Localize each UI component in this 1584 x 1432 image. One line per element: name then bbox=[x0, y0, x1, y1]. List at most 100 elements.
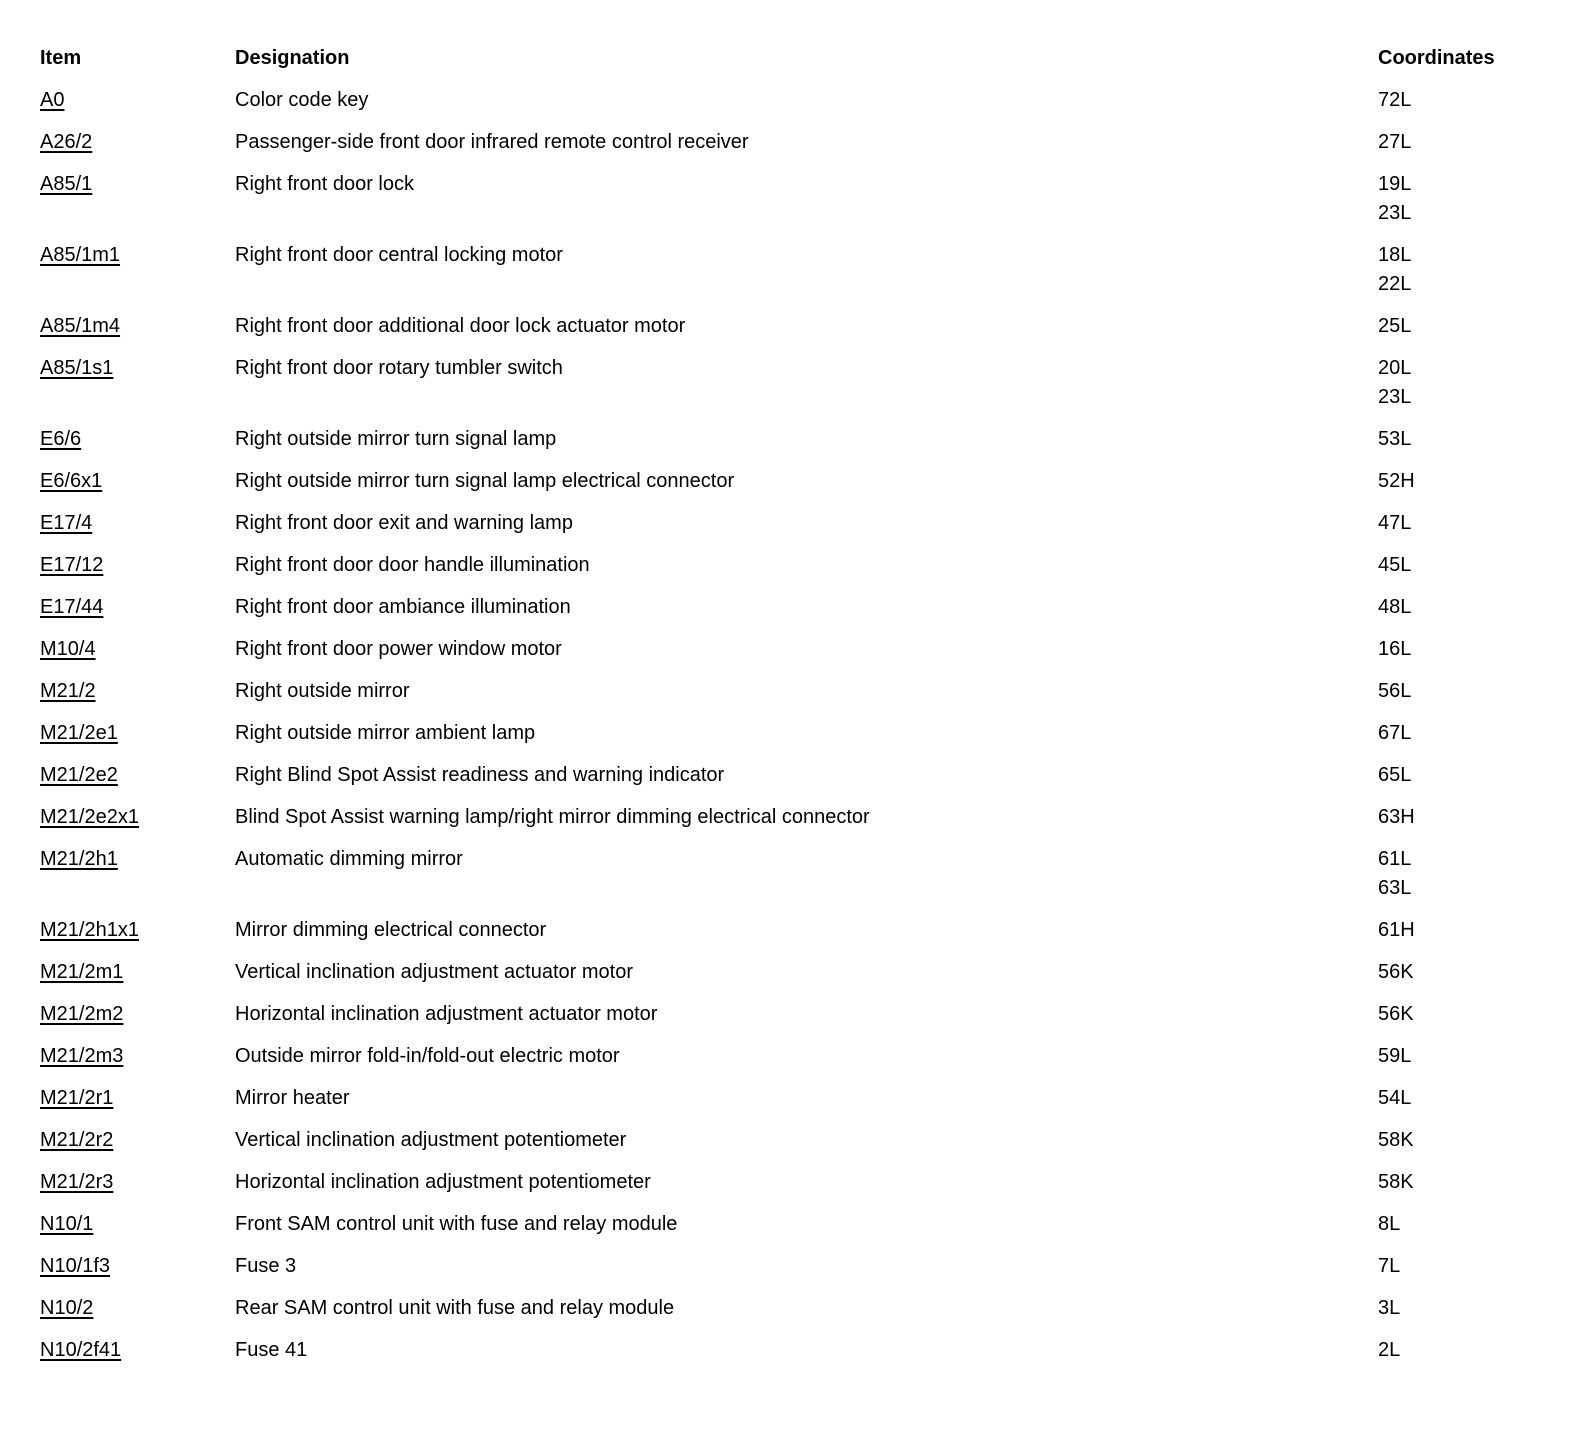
designation-text: Mirror heater bbox=[235, 1087, 350, 1109]
coordinate-value: 2L bbox=[1378, 1339, 1401, 1361]
item-code-link[interactable]: M21/2m1 bbox=[40, 961, 124, 983]
coordinates-text: 58K bbox=[1378, 1126, 1584, 1155]
item-code-link[interactable]: M21/2e2x1 bbox=[40, 806, 139, 828]
coordinates-text: 25L bbox=[1378, 312, 1584, 341]
item-code-link[interactable]: E6/6x1 bbox=[40, 470, 103, 492]
coordinate-value: 61H bbox=[1378, 919, 1415, 941]
designation-text: Vertical inclination adjustment actuator… bbox=[235, 961, 633, 983]
coordinates-text: 56K bbox=[1378, 1000, 1584, 1029]
coordinate-value: 58K bbox=[1378, 1171, 1414, 1193]
header-item: Item bbox=[40, 47, 82, 69]
item-code-link[interactable]: A26/2 bbox=[40, 131, 93, 153]
table-row: N10/2f41 Fuse 41 2L bbox=[40, 1336, 1584, 1365]
coordinates-text: 16L bbox=[1378, 635, 1584, 664]
item-code-link[interactable]: M21/2r3 bbox=[40, 1171, 114, 1193]
coordinates-text: 19L 23L bbox=[1378, 170, 1584, 228]
designation-text: Right front door rotary tumbler switch bbox=[235, 357, 563, 379]
item-code-link[interactable]: A85/1 bbox=[40, 173, 93, 195]
item-code-link[interactable]: N10/2 bbox=[40, 1297, 94, 1319]
designation-text: Right outside mirror turn signal lamp bbox=[235, 428, 557, 450]
item-code-link[interactable]: M21/2r1 bbox=[40, 1087, 114, 1109]
coordinate-value: 8L bbox=[1378, 1213, 1401, 1235]
item-code-link[interactable]: N10/2f41 bbox=[40, 1339, 122, 1361]
designation-text: Front SAM control unit with fuse and rel… bbox=[235, 1213, 678, 1235]
item-code-link[interactable]: M21/2h1x1 bbox=[40, 919, 139, 941]
designation-text: Horizontal inclination adjustment actuat… bbox=[235, 1003, 658, 1025]
item-code-link[interactable]: A85/1m4 bbox=[40, 315, 121, 337]
item-code-link[interactable]: E17/4 bbox=[40, 512, 93, 534]
table-row: M21/2m1 Vertical inclination adjustment … bbox=[40, 958, 1584, 987]
item-code-link[interactable]: M21/2h1 bbox=[40, 848, 118, 870]
coordinate-value: 23L bbox=[1378, 202, 1412, 224]
coordinate-value: 54L bbox=[1378, 1087, 1412, 1109]
item-code-link[interactable]: A0 bbox=[40, 89, 65, 111]
designation-text: Right front door lock bbox=[235, 173, 414, 195]
coordinates-text: 63H bbox=[1378, 803, 1584, 832]
coordinates-text: 53L bbox=[1378, 425, 1584, 454]
coordinates-text: 27L bbox=[1378, 128, 1584, 157]
table-row: M21/2e1 Right outside mirror ambient lam… bbox=[40, 719, 1584, 748]
coordinate-value: 48L bbox=[1378, 596, 1412, 618]
coordinate-value: 20L bbox=[1378, 357, 1412, 379]
table-row: A85/1 Right front door lock 19L 23L bbox=[40, 170, 1584, 228]
item-code-link[interactable]: N10/1 bbox=[40, 1213, 94, 1235]
coordinate-value: 56K bbox=[1378, 1003, 1414, 1025]
item-code-link[interactable]: M21/2m2 bbox=[40, 1003, 124, 1025]
designation-text: Horizontal inclination adjustment potent… bbox=[235, 1171, 651, 1193]
designation-text: Right front door central locking motor bbox=[235, 244, 563, 266]
coordinates-text: 58K bbox=[1378, 1168, 1584, 1197]
coordinates-text: 67L bbox=[1378, 719, 1584, 748]
coordinates-text: 65L bbox=[1378, 761, 1584, 790]
item-code-link[interactable]: A85/1s1 bbox=[40, 357, 114, 379]
item-code-link[interactable]: M10/4 bbox=[40, 638, 96, 660]
item-code-link[interactable]: N10/1f3 bbox=[40, 1255, 111, 1277]
table-row: N10/1 Front SAM control unit with fuse a… bbox=[40, 1210, 1584, 1239]
item-code-link[interactable]: M21/2e2 bbox=[40, 764, 118, 786]
coordinate-value: 45L bbox=[1378, 554, 1412, 576]
item-code-link[interactable]: M21/2m3 bbox=[40, 1045, 124, 1067]
coordinate-value: 61L bbox=[1378, 848, 1412, 870]
coordinates-text: 56L bbox=[1378, 677, 1584, 706]
table-row: N10/1f3 Fuse 3 7L bbox=[40, 1252, 1584, 1281]
header-designation: Designation bbox=[235, 47, 350, 69]
coordinate-value: 18L bbox=[1378, 244, 1412, 266]
coordinate-value: 58K bbox=[1378, 1129, 1414, 1151]
coordinates-text: 47L bbox=[1378, 509, 1584, 538]
coordinate-value: 7L bbox=[1378, 1255, 1401, 1277]
table-row: M21/2e2 Right Blind Spot Assist readines… bbox=[40, 761, 1584, 790]
coordinates-text: 20L 23L bbox=[1378, 354, 1584, 412]
table-row: M21/2e2x1 Blind Spot Assist warning lamp… bbox=[40, 803, 1584, 832]
coordinate-value: 65L bbox=[1378, 764, 1412, 786]
coordinate-value: 22L bbox=[1378, 273, 1412, 295]
designation-text: Right front door power window motor bbox=[235, 638, 562, 660]
item-code-link[interactable]: A85/1m1 bbox=[40, 244, 121, 266]
coordinates-text: 72L bbox=[1378, 86, 1584, 115]
coordinate-value: 25L bbox=[1378, 315, 1412, 337]
coordinate-value: 19L bbox=[1378, 173, 1412, 195]
coordinates-text: 7L bbox=[1378, 1252, 1584, 1281]
table-row: M21/2r1 Mirror heater 54L bbox=[40, 1084, 1584, 1113]
table-row: M21/2 Right outside mirror 56L bbox=[40, 677, 1584, 706]
coordinates-text: 52H bbox=[1378, 467, 1584, 496]
coordinate-value: 16L bbox=[1378, 638, 1412, 660]
table-row: A85/1m4 Right front door additional door… bbox=[40, 312, 1584, 341]
item-code-link[interactable]: M21/2 bbox=[40, 680, 96, 702]
coordinate-value: 23L bbox=[1378, 386, 1412, 408]
table-row: E6/6 Right outside mirror turn signal la… bbox=[40, 425, 1584, 454]
designation-text: Right front door additional door lock ac… bbox=[235, 315, 686, 337]
coordinates-text: 59L bbox=[1378, 1042, 1584, 1071]
designation-text: Automatic dimming mirror bbox=[235, 848, 463, 870]
item-code-link[interactable]: E17/44 bbox=[40, 596, 104, 618]
item-code-link[interactable]: E6/6 bbox=[40, 428, 82, 450]
item-code-link[interactable]: M21/2e1 bbox=[40, 722, 118, 744]
designation-text: Right front door exit and warning lamp bbox=[235, 512, 573, 534]
coordinates-text: 56K bbox=[1378, 958, 1584, 987]
designation-text: Right outside mirror ambient lamp bbox=[235, 722, 536, 744]
item-code-link[interactable]: E17/12 bbox=[40, 554, 104, 576]
coordinate-value: 47L bbox=[1378, 512, 1412, 534]
designation-text: Right front door door handle illuminatio… bbox=[235, 554, 590, 576]
coordinate-value: 53L bbox=[1378, 428, 1412, 450]
item-code-link[interactable]: M21/2r2 bbox=[40, 1129, 114, 1151]
designation-text: Right outside mirror turn signal lamp el… bbox=[235, 470, 735, 492]
table-row: E17/12 Right front door door handle illu… bbox=[40, 551, 1584, 580]
